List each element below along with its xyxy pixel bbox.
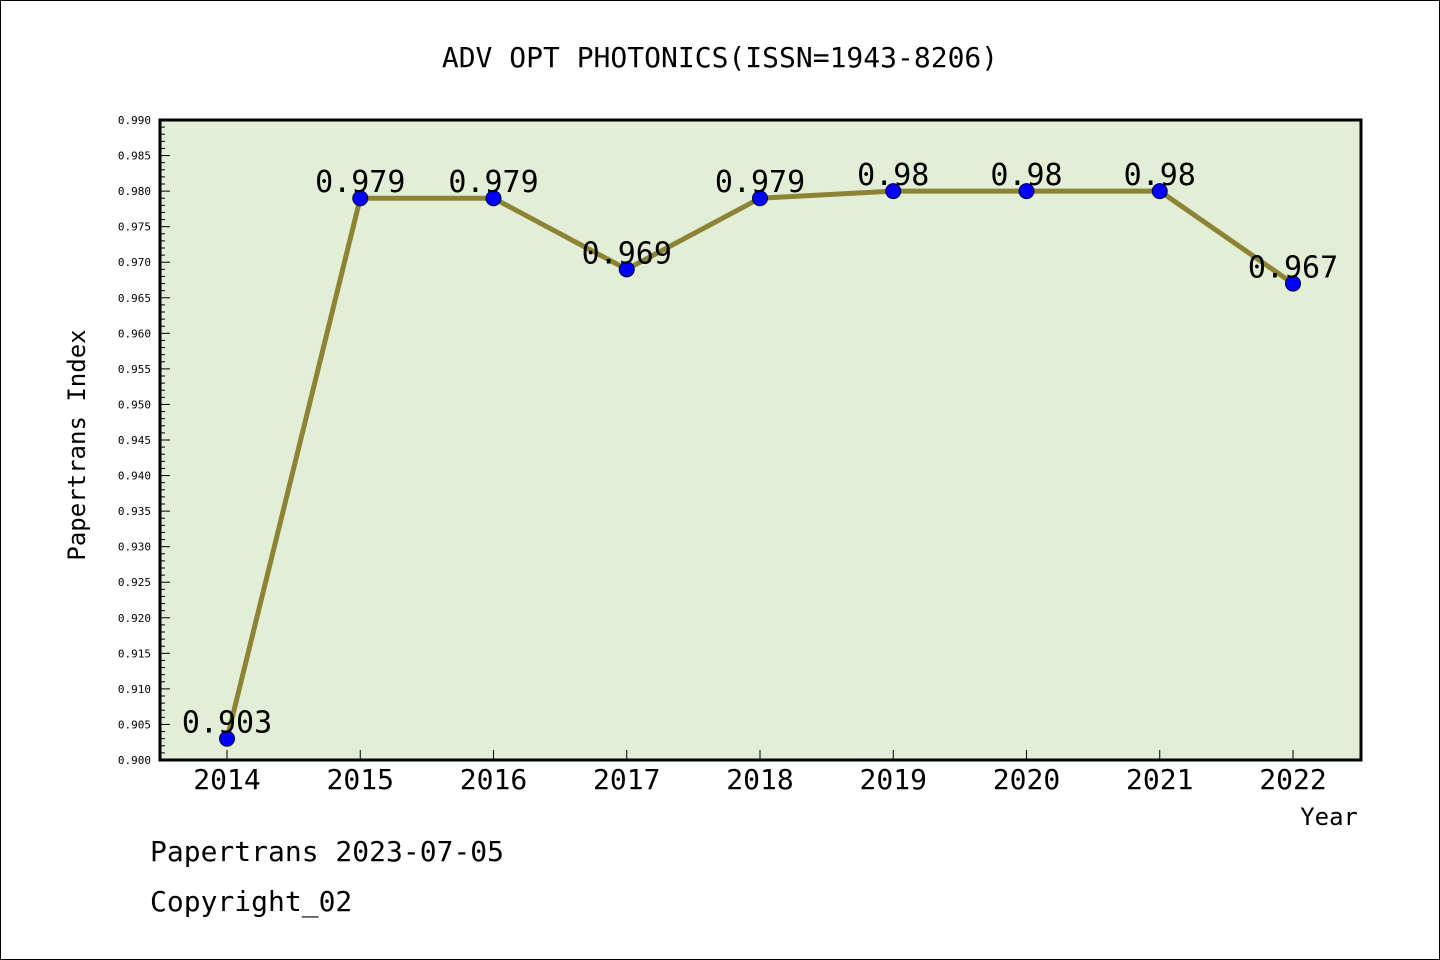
data-point-2018 (752, 190, 768, 207)
x-tick-label: 2020 (993, 763, 1060, 796)
y-tick-label: 0.940 (118, 470, 151, 483)
y-tick-label: 0.980 (118, 185, 151, 198)
data-point-2022 (1285, 275, 1301, 292)
y-axis-label: Papertrans Index (63, 329, 91, 560)
y-tick-label: 0.920 (118, 612, 151, 625)
data-point-2020 (1018, 183, 1035, 200)
x-tick-label: 2017 (593, 763, 660, 796)
data-label-2021: 0.98 (1124, 158, 1196, 193)
data-label-2016: 0.979 (448, 165, 538, 200)
y-tick-label: 0.945 (118, 434, 151, 447)
x-tick-label: 2021 (1126, 763, 1193, 796)
data-point-2017 (618, 261, 635, 278)
series-papertrans-index (219, 183, 1301, 747)
y-tick-label: 0.915 (118, 647, 151, 660)
data-label-2019: 0.98 (857, 158, 929, 193)
y-tick-label: 0.970 (118, 256, 151, 269)
y-tick-label: 0.900 (118, 754, 151, 767)
x-tick-label: 2019 (860, 763, 927, 796)
footer-copyright-line: Copyright_02 (150, 885, 353, 918)
x-tick-label: 2022 (1259, 763, 1326, 796)
data-label-2018: 0.979 (715, 165, 805, 200)
y-tick-label: 0.930 (118, 541, 151, 554)
y-tick-label: 0.985 (118, 150, 151, 163)
y-tick-label: 0.965 (118, 292, 151, 305)
data-label-2020: 0.98 (990, 158, 1062, 193)
footer-date-line: Papertrans 2023-07-05 (150, 835, 505, 868)
x-tick-label: 2014 (193, 763, 260, 796)
data-label-2022: 0.967 (1248, 251, 1338, 286)
y-tick-label: 0.975 (118, 221, 151, 234)
x-tick-label: 2015 (327, 763, 394, 796)
data-point-2014 (219, 730, 235, 747)
chart-title: ADV OPT PHOTONICS(ISSN=1943-8206) (442, 41, 998, 74)
y-tick-label: 0.950 (118, 398, 151, 411)
y-tick-label: 0.955 (118, 363, 151, 376)
data-point-2016 (485, 190, 502, 207)
y-tick-label: 0.935 (118, 505, 151, 518)
x-tick-label: 2016 (460, 763, 527, 796)
y-tick-label: 0.910 (118, 683, 151, 696)
data-label-2015: 0.979 (315, 165, 405, 200)
data-point-2019 (885, 183, 902, 200)
y-tick-label: 0.925 (118, 576, 151, 589)
x-tick-label: 2018 (726, 763, 793, 796)
plot-area (158, 118, 1363, 762)
data-point-2015 (352, 190, 369, 207)
data-label-2017: 0.969 (582, 236, 672, 271)
data-labels: 0.903 0.979 0.979 0.969 0.979 0.98 0.98 0.98 0.9… (182, 158, 1338, 741)
x-axis-label: Year (1300, 803, 1358, 831)
data-point-2021 (1151, 183, 1168, 200)
y-axis-ticks: 0.900 0.905 0.910 0.915 0.920 0.925 0.930 0.935… (118, 114, 170, 767)
data-label-2014: 0.903 (182, 706, 272, 741)
x-axis-ticks: 2014 2015 2016 2017 2018 2019 2020 2021 2022 (193, 750, 1327, 796)
y-tick-label: 0.905 (118, 718, 151, 731)
y-tick-label: 0.960 (118, 327, 151, 340)
y-tick-label: 0.990 (118, 114, 151, 127)
